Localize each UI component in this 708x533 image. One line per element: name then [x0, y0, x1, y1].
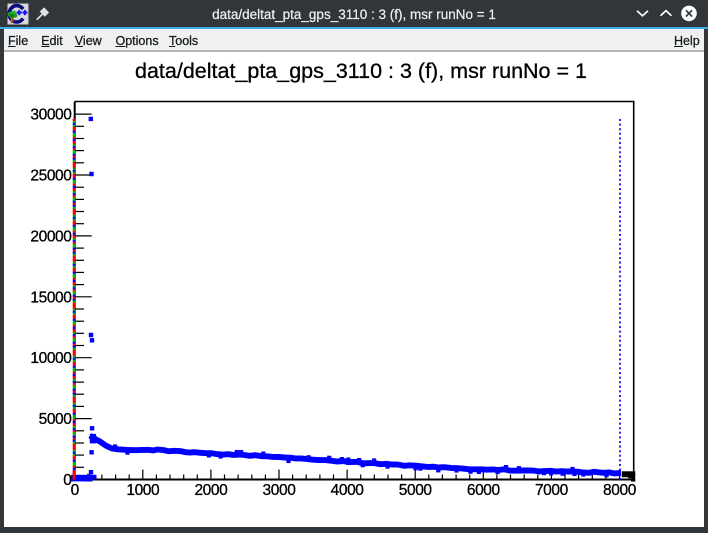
svg-text:25000: 25000: [30, 168, 72, 185]
svg-text:30000: 30000: [30, 107, 72, 124]
svg-text:2000: 2000: [194, 482, 228, 499]
svg-text:0: 0: [71, 482, 80, 499]
svg-text:5000: 5000: [399, 482, 433, 499]
svg-text:7000: 7000: [535, 482, 569, 499]
svg-text:8000: 8000: [603, 482, 637, 499]
svg-text:20000: 20000: [30, 228, 72, 245]
svg-text:3000: 3000: [263, 482, 297, 499]
svg-text:10000: 10000: [30, 350, 72, 367]
svg-text:4000: 4000: [331, 482, 365, 499]
svg-text:data/deltat_pta_gps_3110 : 3 (: data/deltat_pta_gps_3110 : 3 (f), msr ru…: [135, 59, 587, 83]
svg-text:5000: 5000: [39, 411, 73, 428]
svg-text:6000: 6000: [467, 482, 501, 499]
svg-text:0: 0: [63, 472, 72, 489]
svg-text:15000: 15000: [30, 289, 72, 306]
svg-text:1000: 1000: [126, 482, 160, 499]
